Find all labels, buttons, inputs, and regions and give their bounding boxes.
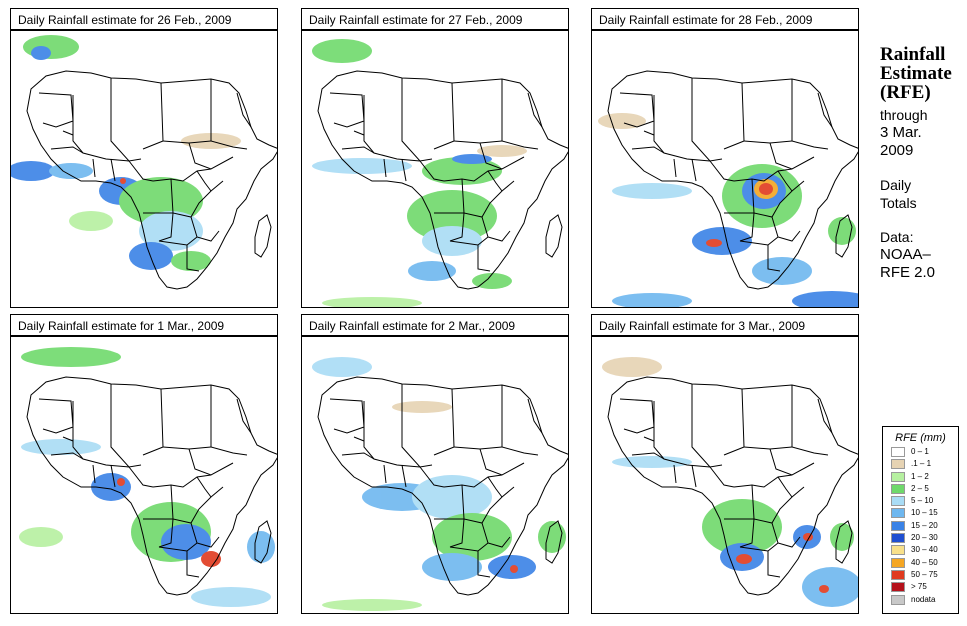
legend-swatch (891, 557, 905, 568)
legend-item: .1 – 1 (883, 458, 958, 470)
legend-swatch (891, 520, 905, 531)
end-date-line2: 2009 (880, 142, 914, 159)
legend-swatch (891, 569, 905, 580)
legend-item: 50 – 75 (883, 569, 958, 581)
rainfall-field (11, 35, 241, 271)
data-source-line1: NOAA– (880, 246, 931, 263)
map-panel-2mar: Daily Rainfall estimate for 2 Mar., 2009 (301, 314, 571, 614)
legend-label: 0 – 1 (911, 447, 929, 456)
legend-swatch (891, 471, 905, 482)
panel-title: Daily Rainfall estimate for 28 Feb., 200… (591, 8, 859, 30)
legend-swatch (891, 582, 905, 593)
legend-swatch (891, 483, 905, 494)
legend-label: 30 – 40 (911, 545, 938, 555)
heading-rainfall: Rainfall (880, 44, 946, 65)
legend-item: 2 – 5 (883, 483, 958, 495)
legend-label: nodata (911, 594, 936, 604)
through-label: through (880, 107, 928, 123)
totals-label: Totals (880, 195, 917, 211)
rainfall-map (301, 336, 569, 614)
legend-label: .1 – 1 (911, 459, 932, 469)
legend-label: 10 – 15 (911, 508, 938, 518)
data-source-line2: RFE 2.0 (880, 264, 936, 281)
daily-label: Daily (880, 177, 912, 193)
rainfall-map (10, 336, 278, 614)
map-panel-28feb: Daily Rainfall estimate for 28 Feb., 200… (591, 8, 861, 308)
legend-swatch (891, 533, 905, 544)
rainfall-map (301, 30, 569, 308)
legend-label: 2 – 5 (911, 483, 929, 493)
legend-swatch (891, 459, 905, 470)
legend-label: 5 – 10 (911, 496, 934, 506)
legend-item: 5 – 10 (883, 495, 958, 507)
panel-title: Daily Rainfall estimate for 2 Mar., 2009 (301, 314, 569, 336)
legend-swatch (891, 545, 905, 556)
legend-label: 15 – 20 (911, 520, 938, 530)
rainfall-map (591, 336, 859, 614)
title-block: Rainfall Estimate (RFE) through 3 Mar. 2… (880, 45, 965, 282)
legend-item: 0 – 1 (883, 446, 958, 458)
rainfall-field (312, 39, 527, 307)
map-panel-3mar: Daily Rainfall estimate for 3 Mar., 2009 (591, 314, 861, 614)
legend-item: 20 – 30 (883, 532, 958, 544)
rainfall-field (19, 347, 275, 607)
heading-estimate: Estimate (880, 63, 952, 84)
legend-item: 10 – 15 (883, 507, 958, 519)
legend-item: > 75 (883, 581, 958, 593)
rainfall-field (312, 357, 566, 611)
legend-label: 50 – 75 (911, 569, 938, 579)
panel-title: Daily Rainfall estimate for 27 Feb., 200… (301, 8, 569, 30)
legend-label: 40 – 50 (911, 557, 938, 567)
map-panel-27feb: Daily Rainfall estimate for 27 Feb., 200… (301, 8, 571, 308)
heading-rfe: (RFE) (880, 82, 931, 103)
legend-item: 1 – 2 (883, 471, 958, 483)
legend-title: RFE (mm) (895, 432, 946, 444)
legend-item: 30 – 40 (883, 544, 958, 556)
legend-label: > 75 (911, 582, 927, 592)
panel-title: Daily Rainfall estimate for 1 Mar., 2009 (10, 314, 278, 336)
panel-title: Daily Rainfall estimate for 26 Feb., 200… (10, 8, 278, 30)
legend-item: 40 – 50 (883, 557, 958, 569)
legend-item: nodata (883, 594, 958, 606)
legend-swatch (891, 508, 905, 519)
legend-label: 1 – 2 (911, 471, 929, 481)
legend-swatch (891, 594, 905, 605)
panel-title: Daily Rainfall estimate for 3 Mar., 2009 (591, 314, 859, 336)
rainfall-field (598, 113, 858, 307)
legend-item: 15 – 20 (883, 520, 958, 532)
data-label: Data: (880, 229, 914, 245)
rainfall-field (602, 357, 858, 607)
legend-label: 20 – 30 (911, 533, 938, 543)
end-date-line1: 3 Mar. (880, 124, 922, 141)
legend-swatch (891, 496, 905, 507)
legend-swatch (891, 447, 905, 457)
rainfall-map (10, 30, 278, 308)
rfe-legend: RFE (mm) 0 – 1 .1 – 1 1 – 2 2 – 5 5 – 10 10 –… (882, 426, 959, 614)
rainfall-map (591, 30, 859, 308)
map-panel-26feb: Daily Rainfall estimate for 26 Feb., 200… (10, 8, 280, 308)
map-panel-1mar: Daily Rainfall estimate for 1 Mar., 2009 (10, 314, 280, 614)
